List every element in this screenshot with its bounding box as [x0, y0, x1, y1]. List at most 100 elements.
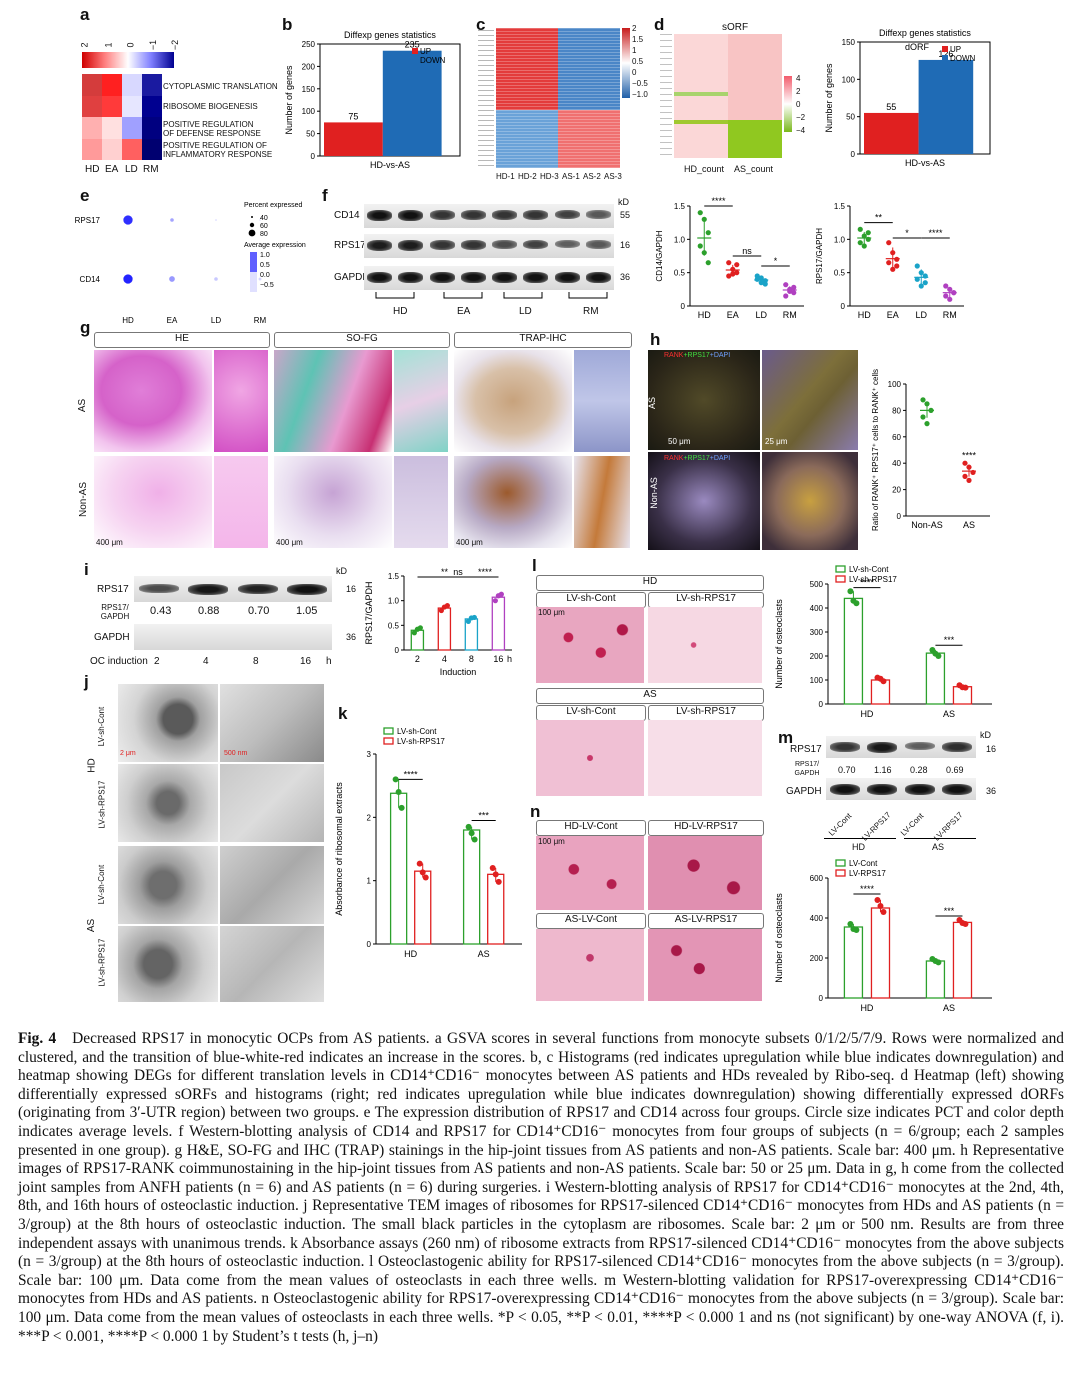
data-point — [444, 603, 450, 609]
size-legend-label: 60 — [260, 223, 268, 230]
data-point — [914, 276, 920, 282]
data-point — [417, 625, 423, 631]
y-tick-label: 0 — [841, 302, 846, 311]
y-tick-label: 1 — [367, 877, 372, 886]
scale-tick: −1 — [148, 39, 159, 51]
y-tick-label: 200 — [302, 62, 316, 71]
group-label: HD — [852, 842, 865, 852]
kd-label: kD — [336, 566, 347, 576]
x-tick-label: RM — [783, 310, 797, 320]
blot-label: GAPDH — [334, 272, 370, 283]
tem-hd-cont — [118, 684, 218, 762]
trap-nonas-zoom-image — [574, 456, 630, 548]
tem-as-cont-zoom — [220, 846, 324, 924]
color-legend-label: 1.0 — [260, 252, 270, 259]
ratio-value: 0.70 — [838, 765, 856, 775]
bar-down — [918, 59, 974, 154]
legend-swatch — [835, 859, 846, 867]
osteoclast-hd-cont — [536, 607, 644, 683]
legend-swatch — [835, 869, 846, 877]
data-point — [791, 284, 797, 290]
panel-l-bar-chart: 0 100 200 300 400 500 HD AS LV-sh-ContLV-sh-RPS1… — [774, 565, 992, 719]
legend-label: DOWN — [950, 54, 976, 63]
data-point — [924, 421, 930, 427]
panel-b-bar-chart: Diffexp genes statistics 0 50 100 150 200 250 7… — [284, 30, 461, 170]
data-point — [726, 260, 732, 266]
y-tick-label: 200 — [810, 954, 824, 963]
bar — [491, 596, 506, 651]
chart-title: Diffexp genes statistics — [344, 30, 436, 40]
y-tick-label: 250 — [302, 40, 316, 49]
tem-hd-rps17-zoom — [220, 764, 324, 842]
x-tick-label: Non-AS — [911, 520, 943, 530]
y-tick-label: 60 — [892, 433, 901, 442]
data-point — [705, 260, 711, 266]
data-point — [943, 283, 949, 289]
expression-dot — [215, 219, 217, 221]
y-tick-label: 0.5 — [388, 621, 400, 630]
x-tick-label: 8 — [469, 654, 474, 664]
blot-band — [429, 272, 455, 283]
color-legend-label: 0.0 — [260, 272, 270, 279]
caption-lead: Fig. 4 — [18, 1030, 57, 1047]
kd-label: kD — [618, 197, 629, 207]
y-axis-label: Number of genes — [284, 65, 294, 135]
significance-label: **** — [928, 228, 943, 238]
panel-a-colorbar — [82, 52, 174, 68]
scale-tick: 0.5 — [632, 57, 644, 66]
data-point — [886, 240, 892, 246]
panel-f-cd14-chart: 0 0.5 1.0 1.5 HD EA LD RM CD14/GAPDH **** ns * — [655, 196, 804, 320]
blot-band — [829, 742, 860, 752]
scale-tick: −1.0 — [632, 90, 648, 99]
y-tick-label: 0 — [367, 940, 372, 949]
panel-d-heat-title: sORF — [722, 22, 749, 33]
significance-label: ns — [742, 246, 752, 256]
bar — [925, 652, 946, 705]
legend-label: LV-sh-Cont — [849, 565, 889, 574]
bar — [843, 597, 864, 705]
data-point — [411, 630, 417, 636]
significance-label: **** — [711, 196, 726, 206]
expression-dot — [258, 277, 262, 281]
group-label: EA — [167, 316, 178, 325]
x-tick-label: 4 — [442, 654, 447, 664]
data-point — [734, 262, 740, 268]
y-tick-label: 0 — [311, 152, 316, 161]
y-axis-label: Number of osteoclasts — [774, 599, 784, 689]
bar — [870, 907, 891, 999]
scale-bar-label: 400 μm — [96, 538, 123, 547]
y-tick-label: 100 — [302, 107, 316, 116]
bar-value-label: 235 — [405, 40, 420, 50]
sofg-nonas-image — [274, 456, 392, 548]
heatmap-col-label: LD — [125, 164, 138, 175]
if-nonas-zoom-image — [762, 452, 858, 550]
blot-band — [554, 210, 580, 220]
panel-label-h: h — [650, 330, 661, 349]
data-point — [853, 600, 860, 607]
color-legend-title: Average expression — [244, 242, 306, 249]
blot-label: RPS17 — [334, 240, 366, 251]
legend-swatch — [383, 727, 394, 735]
blot-label: GAPDH — [94, 632, 130, 643]
x-tick-unit: h — [507, 654, 512, 664]
blot-band — [237, 584, 278, 595]
scale-tick: −2 — [170, 39, 181, 51]
scale-tick: 0 — [796, 100, 801, 109]
ratio-label: RPS17/ GAPDH — [794, 761, 820, 777]
osteoclast-hd-lv-rps17 — [648, 836, 762, 910]
scale-bar-label: 100 μm — [538, 837, 565, 846]
y-tick-label: 0 — [897, 512, 902, 521]
blot-band — [867, 742, 898, 753]
time-unit: h — [326, 656, 332, 667]
y-axis-label: RPS17/GAPDH — [815, 228, 824, 284]
data-point — [943, 293, 949, 299]
scale-tick: 1 — [103, 42, 114, 48]
blot-band — [398, 240, 424, 251]
column-header-trap: TRAP-IHC — [454, 332, 632, 348]
heatmap-col-label: HD — [85, 164, 100, 175]
x-tick-label: HD — [404, 949, 417, 959]
if-as-zoom-image — [762, 350, 858, 450]
row-label: LV-sh-RPS17 — [97, 780, 107, 829]
heatmap-col-label: RM — [143, 164, 159, 175]
scale-bar-label: 50 μm — [668, 437, 691, 446]
